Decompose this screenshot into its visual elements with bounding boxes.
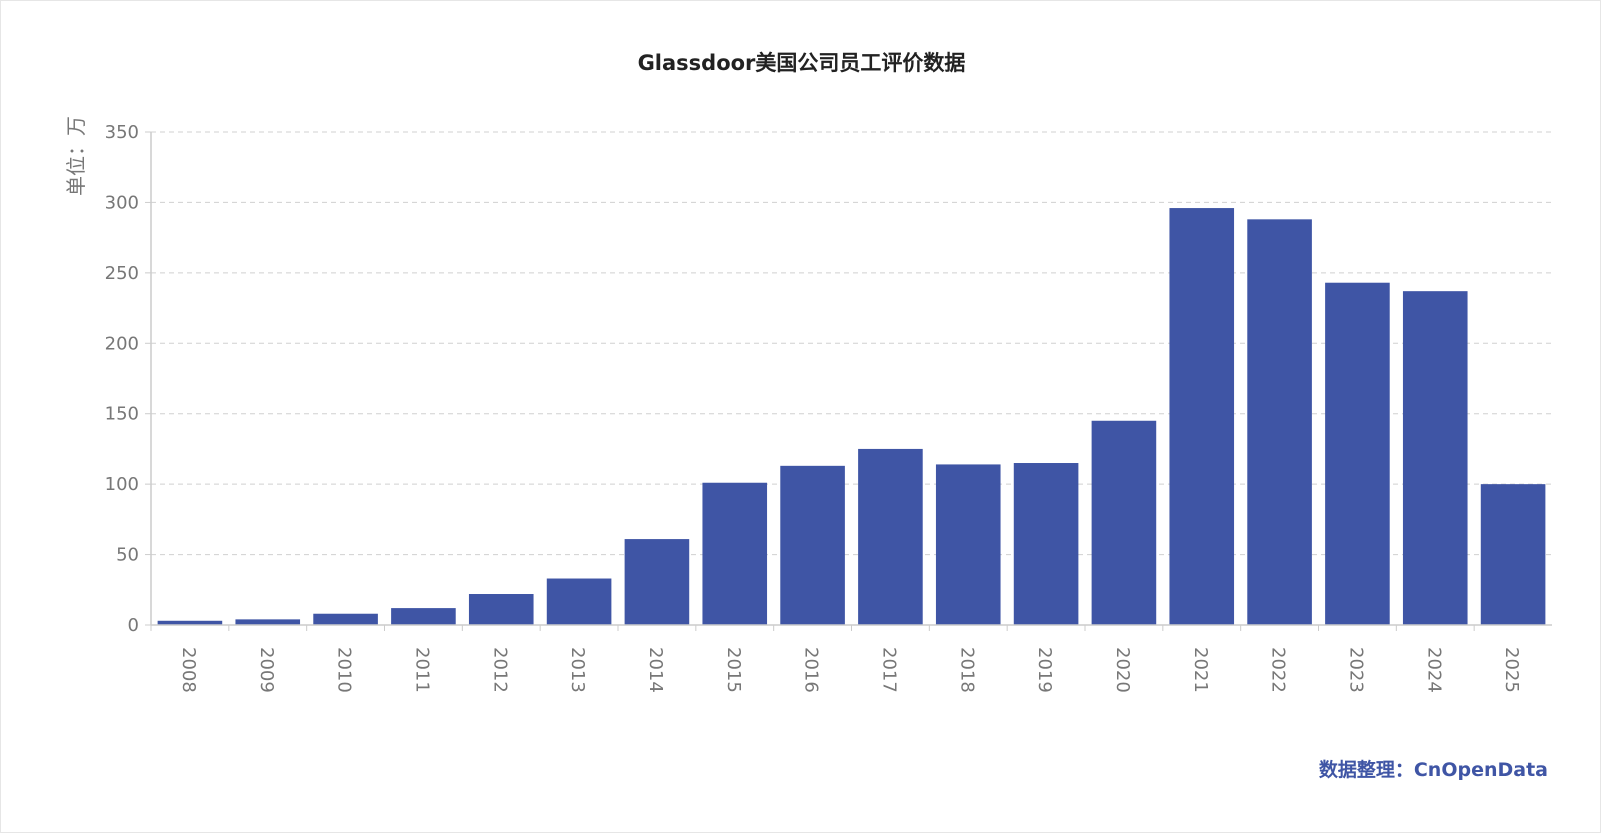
x-tick-label: 2024 xyxy=(1423,647,1444,693)
x-tick-label: 2009 xyxy=(256,647,277,693)
bar-2023 xyxy=(1325,282,1390,625)
x-tick-label: 2015 xyxy=(723,647,744,693)
x-tick-label: 2017 xyxy=(878,647,899,693)
bar-2024 xyxy=(1402,291,1468,625)
x-tick-label: 2010 xyxy=(334,647,355,693)
y-tick-label: 0 xyxy=(128,615,139,636)
bar-2012 xyxy=(468,594,534,625)
bar-2025 xyxy=(1480,484,1546,625)
x-tick-label: 2014 xyxy=(645,647,666,693)
bar-2013 xyxy=(546,578,612,625)
x-tick-label: 2013 xyxy=(567,647,588,693)
x-tick-label: 2022 xyxy=(1268,647,1289,693)
bar-2008 xyxy=(157,620,223,625)
y-tick-label: 250 xyxy=(105,263,139,284)
bar-2014 xyxy=(624,539,690,625)
x-tick-label: 2023 xyxy=(1345,647,1366,693)
y-tick-label: 300 xyxy=(105,192,139,213)
x-tick-label: 2011 xyxy=(411,647,432,693)
bar-2019 xyxy=(1013,463,1079,625)
bar-2017 xyxy=(858,448,923,625)
bar-2021 xyxy=(1169,208,1235,625)
chart-title: Glassdoor美国公司员工评价数据 xyxy=(637,51,966,75)
x-tick-label: 2020 xyxy=(1112,647,1133,693)
x-tick-label: 2016 xyxy=(801,647,822,693)
y-tick-label: 150 xyxy=(105,404,139,425)
y-tick-label: 200 xyxy=(105,333,139,354)
x-tick-label: 2021 xyxy=(1190,647,1211,693)
bar-2010 xyxy=(313,613,378,625)
bar-2020 xyxy=(1091,420,1157,625)
y-tick-labels: 0 50 100 150 200 250 300 350 xyxy=(105,122,151,636)
y-tick-label: 50 xyxy=(116,545,139,566)
bar-2009 xyxy=(235,619,301,625)
x-tick-label: 2019 xyxy=(1034,647,1055,693)
bar-2011 xyxy=(391,608,456,625)
bar-2016 xyxy=(780,465,845,625)
y-axis-label: 单位：万 xyxy=(64,116,88,196)
y-tick-label: 350 xyxy=(105,122,139,143)
x-tick-label: 2012 xyxy=(489,647,510,693)
bar-2015 xyxy=(702,482,768,625)
data-source-label: 数据整理：CnOpenData xyxy=(1318,759,1548,781)
bar-2018 xyxy=(935,464,1001,625)
x-tick-labels: 2008 2009 2010 2011 2012 2013 2014 2015 2016 2017… xyxy=(150,625,1522,693)
bar-2022 xyxy=(1247,219,1312,625)
x-tick-label: 2025 xyxy=(1501,647,1522,693)
x-tick-label: 2008 xyxy=(178,647,199,693)
x-tick-label: 2018 xyxy=(956,647,977,693)
y-tick-label: 100 xyxy=(105,474,139,495)
bars xyxy=(157,208,1546,625)
